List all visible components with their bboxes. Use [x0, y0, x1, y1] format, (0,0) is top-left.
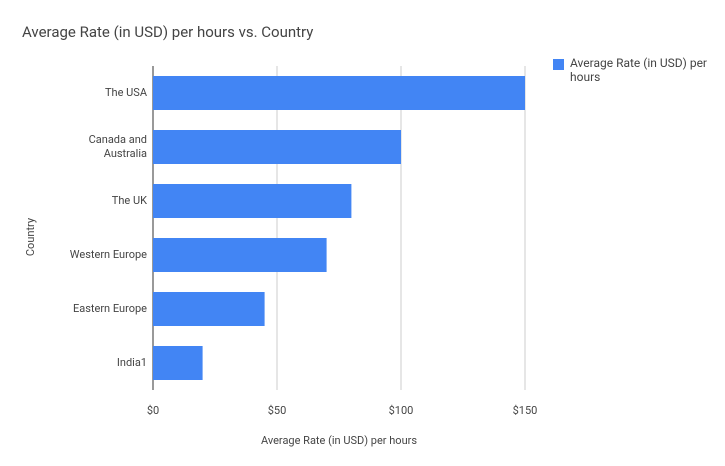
y-axis-title: Country: [24, 217, 37, 256]
legend-label: Average Rate (in USD) per hours: [570, 56, 707, 84]
y-tick-label: Canada and Australia: [89, 133, 147, 160]
legend-swatch: [553, 59, 564, 70]
bar: [153, 292, 265, 326]
bar: [153, 130, 401, 164]
x-tick-label: $100: [389, 404, 414, 417]
bar: [153, 238, 327, 272]
x-tick-label: $0: [147, 404, 159, 417]
bar: [153, 184, 352, 218]
x-tick-label: $150: [513, 404, 538, 417]
x-tick-label: $50: [268, 404, 287, 417]
bar: [153, 76, 525, 110]
y-tick-label: Western Europe: [70, 248, 147, 261]
y-tick-label: Eastern Europe: [73, 302, 147, 315]
bar: [153, 346, 203, 380]
chart-title: Average Rate (in USD) per hours vs. Coun…: [22, 23, 313, 41]
y-tick-label: The USA: [105, 86, 148, 99]
y-tick-label: The UK: [112, 194, 147, 207]
x-axis-title: Average Rate (in USD) per hours: [261, 434, 417, 447]
y-tick-label: India1: [117, 356, 147, 369]
